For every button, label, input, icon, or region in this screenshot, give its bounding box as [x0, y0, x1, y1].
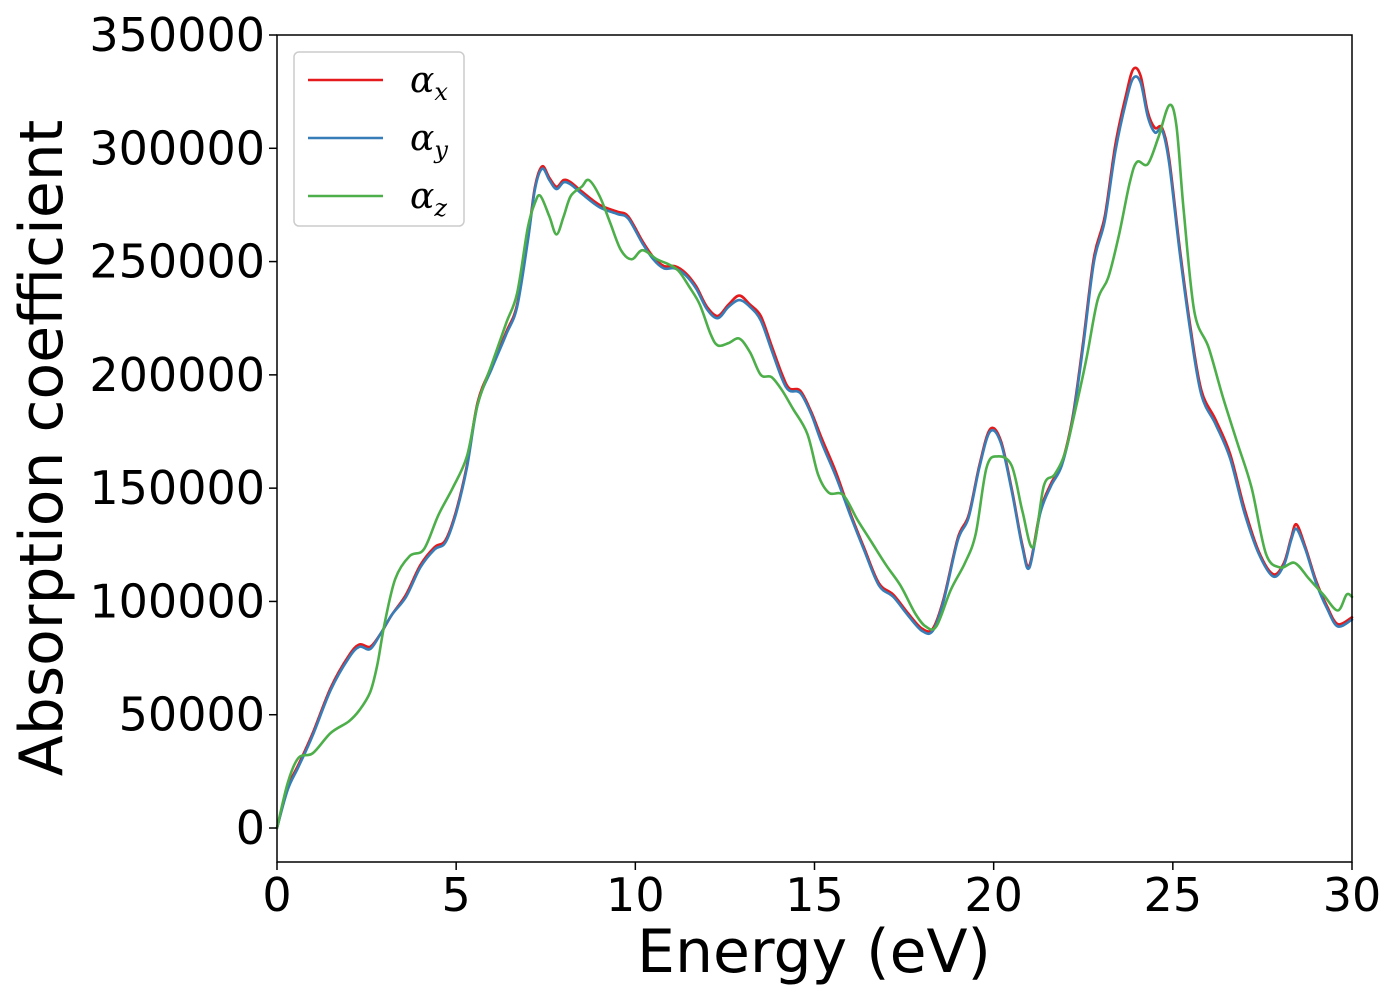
legend: αx αy αz [293, 51, 465, 227]
y-tick-label: 150000 [89, 461, 265, 515]
legend-label-x: αx [410, 60, 448, 106]
series-layer [275, 66, 1354, 830]
x-tick-label: 10 [606, 868, 665, 922]
x-tick-label: 0 [262, 868, 291, 922]
y-tick-label: 200000 [89, 348, 265, 402]
x-tick-label: 25 [1144, 868, 1203, 922]
legend-label-y: αy [410, 118, 448, 164]
x-axis: 0 5 10 15 20 25 30 [262, 862, 1381, 922]
x-tick-label: 20 [964, 868, 1023, 922]
y-tick-label: 250000 [89, 235, 265, 289]
x-tick-label: 15 [785, 868, 844, 922]
series-line-z [275, 103, 1354, 830]
x-tick-label: 5 [442, 868, 471, 922]
y-tick-label: 300000 [89, 121, 265, 175]
y-axis: 0 50000 100000 150000 200000 250000 300000 3500… [89, 8, 277, 855]
y-tick-label: 50000 [119, 688, 265, 742]
y-axis-label: Absorption coefficient [7, 120, 77, 777]
x-tick-label: 30 [1323, 868, 1382, 922]
y-tick-label: 350000 [89, 8, 265, 62]
y-tick-label: 100000 [89, 574, 265, 628]
x-axis-label: Energy (eV) [637, 917, 991, 987]
y-tick-label: 0 [236, 801, 265, 855]
legend-label-z: αz [410, 176, 447, 222]
